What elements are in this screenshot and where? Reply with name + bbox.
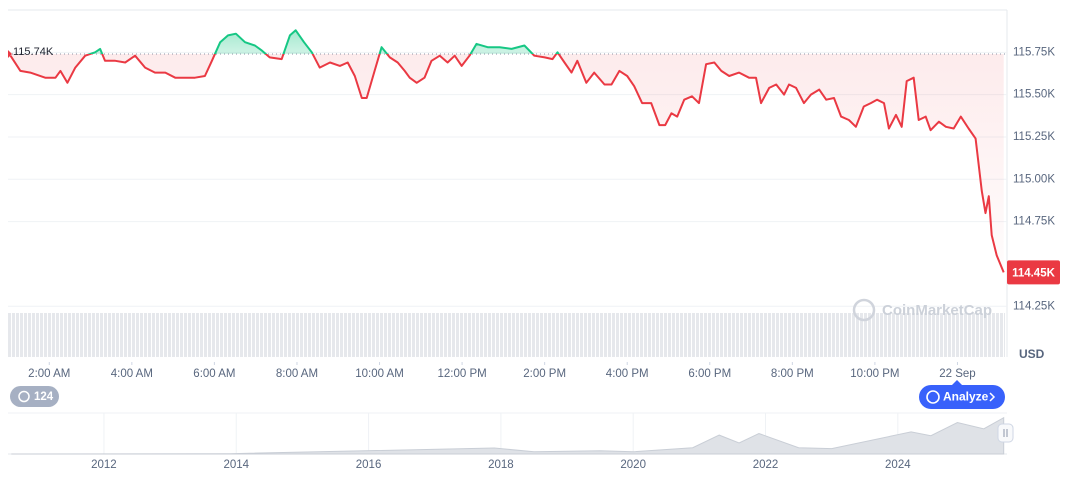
reference-marker	[8, 50, 12, 59]
x-axis: 2:00 AM 4:00 AM 6:00 AM 8:00 AM 10:00 AM 12:0…	[28, 362, 976, 380]
x-tick-label: 8:00 AM	[276, 368, 318, 380]
watermark-text: CoinMarketCap	[882, 302, 992, 319]
handle-bg[interactable]	[997, 423, 1014, 443]
y-tick-label: 115.50K	[1013, 89, 1055, 101]
reference-label: 115.74K	[13, 46, 54, 58]
navigator-tick-label: 2022	[753, 459, 779, 471]
x-tick-label: 6:00 AM	[193, 368, 235, 380]
current-price-tag	[1007, 260, 1060, 285]
price-area	[10, 30, 1004, 273]
x-tick-label: 12:00 PM	[437, 368, 486, 380]
navigator-area	[11, 416, 1005, 455]
x-tick-label: 10:00 AM	[355, 368, 404, 380]
navigator-tick-label: 2018	[488, 459, 514, 471]
price-line	[9, 29, 1005, 273]
plot: 115.74K 114.45K	[8, 29, 1060, 285]
navigator-tick-label: 2024	[885, 459, 911, 471]
button-chevron	[989, 392, 996, 402]
y-tick-label: 115.75K	[1013, 46, 1055, 58]
unit-label: USD	[1019, 347, 1045, 361]
button-pointer	[952, 380, 962, 385]
x-tick-label: 2:00 AM	[28, 368, 70, 380]
badge-icon	[18, 390, 30, 403]
x-tick-label: 10:00 PM	[850, 368, 899, 380]
current-price-label: 114.45K	[1012, 267, 1056, 279]
x-tick-label: 22 Sep	[939, 368, 975, 380]
button-bg[interactable]	[919, 385, 1005, 409]
volume-band	[8, 313, 1005, 357]
x-tick-label: 2:00 PM	[523, 368, 566, 380]
badge-count: 124	[34, 391, 54, 403]
history-badge[interactable]: 124	[10, 386, 59, 407]
navigator: 2012 2014 2016 2018 2020 2022 2024	[11, 413, 1005, 471]
x-tick-label: 6:00 PM	[688, 368, 731, 380]
x-tick-label: 4:00 AM	[111, 368, 153, 380]
x-tick-label: 8:00 PM	[771, 368, 814, 380]
analyze-button[interactable]: Analyze	[919, 380, 1005, 409]
button-label[interactable]: Analyze	[943, 390, 989, 404]
navigator-tick-label: 2012	[91, 459, 117, 471]
navigator-tick-label: 2016	[356, 459, 382, 471]
navigator-tick-label: 2020	[620, 459, 646, 471]
watermark: CoinMarketCap	[852, 298, 992, 322]
y-tick-label: 114.75K	[1013, 216, 1055, 228]
navigator-handle[interactable]	[997, 423, 1014, 443]
y-tick-label: 115.25K	[1013, 131, 1055, 143]
y-tick-label: 114.25K	[1013, 300, 1055, 312]
x-tick-label: 4:00 PM	[606, 368, 649, 380]
y-tick-label: 115.00K	[1013, 173, 1055, 185]
button-icon	[926, 390, 940, 404]
navigator-tick-label: 2014	[223, 459, 249, 471]
watermark-logo	[852, 298, 876, 322]
